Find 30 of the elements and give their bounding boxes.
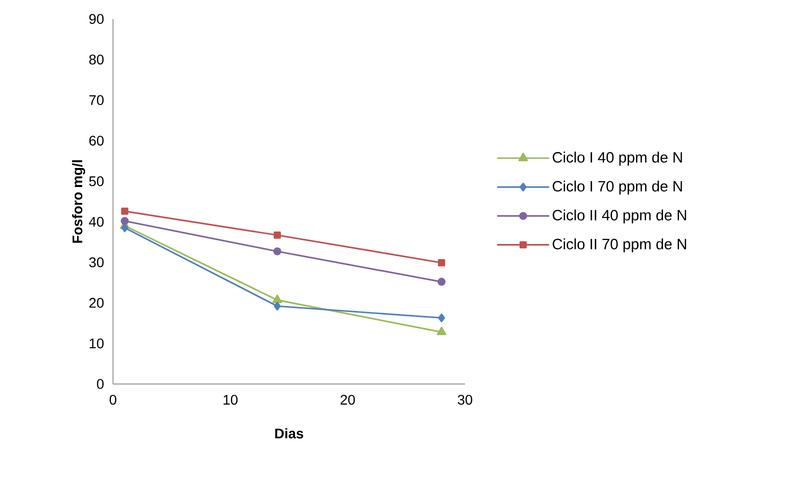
- y-tick-label: 90: [89, 14, 104, 24]
- point: [438, 278, 446, 286]
- y-tick-label: 70: [89, 95, 104, 106]
- x-tick-label: 30: [458, 394, 472, 405]
- y-tick-label: 10: [90, 338, 104, 348]
- point: [272, 294, 282, 304]
- y-tick-label: 60: [89, 136, 104, 146]
- legend-label: Ciclo I 40 ppm de N: [552, 152, 682, 166]
- point: [438, 313, 446, 322]
- x-tick-label: 20: [340, 394, 355, 405]
- y-axis-title: Fosforo mg/l: [72, 160, 86, 243]
- point: [274, 232, 281, 239]
- point: [273, 247, 282, 256]
- point: [438, 259, 446, 266]
- legend-label: Ciclo II 40 ppm de N: [552, 209, 686, 224]
- x-tick-label: 0: [110, 394, 116, 405]
- point: [274, 302, 281, 311]
- point: [120, 216, 129, 225]
- legend-label: Ciclo I 70 ppm de N: [552, 180, 682, 194]
- y-tick-label: 0: [96, 379, 104, 389]
- y-tick-label: 80: [89, 54, 104, 64]
- legend-label: Ciclo II 70 ppm de N: [552, 238, 686, 252]
- y-tick-label: 30: [89, 257, 104, 268]
- x-tick-label: 10: [224, 394, 238, 405]
- point: [121, 208, 128, 215]
- y-tick-label: 40: [88, 216, 104, 227]
- y-tick-label: 50: [89, 176, 104, 186]
- y-tick-label: 20: [89, 298, 104, 308]
- x-axis-title: Dias: [275, 428, 304, 438]
- point: [436, 326, 446, 336]
